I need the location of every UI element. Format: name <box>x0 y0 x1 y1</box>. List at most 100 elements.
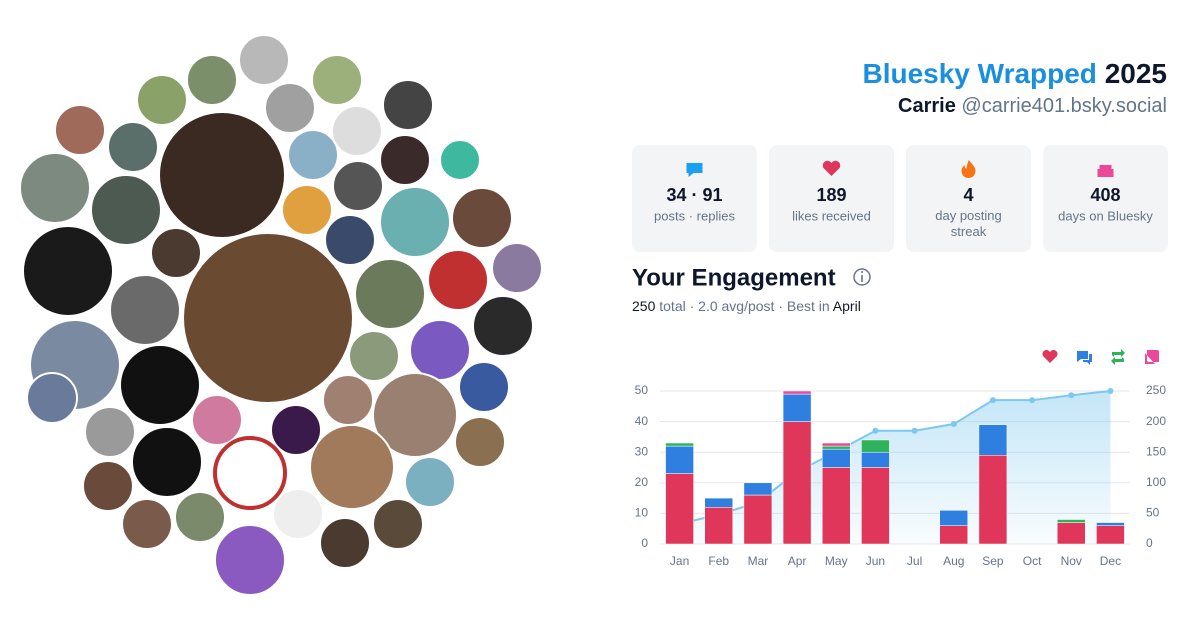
x-tick-label: Sep <box>982 554 1004 568</box>
legend-icon[interactable] <box>1145 350 1159 364</box>
bar-segment <box>665 473 694 545</box>
avatar[interactable] <box>472 295 534 357</box>
avatar[interactable] <box>404 456 456 508</box>
avatar[interactable] <box>332 160 384 212</box>
avatar[interactable] <box>427 249 489 311</box>
avatar[interactable] <box>379 134 431 186</box>
legend-icon[interactable] <box>1111 349 1125 365</box>
stat-card: 408 days on Bluesky <box>1043 145 1168 252</box>
avatar[interactable] <box>90 174 162 246</box>
avatar[interactable] <box>409 319 471 381</box>
stat-icon <box>686 163 703 177</box>
avatar[interactable] <box>213 436 287 510</box>
avatar[interactable] <box>322 374 374 426</box>
avatar[interactable] <box>174 491 226 543</box>
avatar[interactable] <box>348 330 400 382</box>
avatar[interactable] <box>324 214 376 266</box>
avatar[interactable] <box>109 274 181 346</box>
stat-value: 4 <box>963 185 973 205</box>
stat-value: 189 <box>816 185 846 205</box>
bar-segment <box>782 393 812 422</box>
avatar[interactable] <box>150 227 202 279</box>
avatar[interactable] <box>311 54 363 106</box>
y-tick-label: 20 <box>635 475 649 489</box>
avatar[interactable] <box>287 129 339 181</box>
avatar[interactable] <box>451 187 513 249</box>
avatar[interactable] <box>158 111 286 239</box>
bar-segment <box>978 455 1008 545</box>
avatar[interactable] <box>264 82 316 134</box>
cumulative-point <box>1068 392 1075 399</box>
stat-value: 34 · 91 <box>666 185 722 205</box>
avatar[interactable] <box>372 498 424 550</box>
avatar[interactable] <box>458 361 510 413</box>
avatar[interactable] <box>131 426 203 498</box>
stat-icon <box>961 160 976 178</box>
y2-tick-label: 100 <box>1146 475 1166 489</box>
cumulative-point <box>872 427 879 434</box>
avatar[interactable] <box>331 105 383 157</box>
avatar[interactable] <box>82 460 134 512</box>
bar-segment <box>782 390 812 395</box>
avatar[interactable] <box>121 498 173 550</box>
bar-segment <box>861 439 890 453</box>
y2-tick-label: 250 <box>1146 383 1166 397</box>
card-bg <box>769 145 894 252</box>
title: Bluesky Wrapped 2025 <box>862 58 1167 89</box>
avatar[interactable] <box>84 406 136 458</box>
y-tick-label: 10 <box>635 506 649 520</box>
bar-segment <box>665 442 694 447</box>
x-tick-label: Aug <box>943 554 964 568</box>
avatar[interactable] <box>136 74 188 126</box>
avatar[interactable] <box>182 232 354 404</box>
bar-segment <box>861 451 890 468</box>
stat-label: days on Bluesky <box>1058 208 1153 223</box>
avatar[interactable] <box>107 121 159 173</box>
bar-segment <box>743 494 773 545</box>
bar-segment <box>939 510 968 526</box>
avatar[interactable] <box>491 242 543 294</box>
avatar[interactable] <box>238 34 290 86</box>
avatar[interactable] <box>119 344 201 426</box>
avatar[interactable] <box>54 104 106 156</box>
avatar[interactable] <box>214 524 286 596</box>
avatar[interactable] <box>354 258 426 330</box>
avatar[interactable] <box>309 424 395 510</box>
avatar[interactable] <box>270 404 322 456</box>
cumulative-point <box>911 427 918 434</box>
avatar[interactable] <box>281 184 333 236</box>
legend-icon[interactable] <box>1042 349 1058 363</box>
avatar[interactable] <box>379 186 451 258</box>
bar-segment <box>822 448 851 468</box>
info-icon[interactable] <box>853 268 871 286</box>
avatar[interactable] <box>26 372 78 424</box>
user-name: Carrie <box>898 95 956 117</box>
bar-segment <box>704 497 733 508</box>
bar-segment <box>1057 522 1086 545</box>
avatar[interactable] <box>372 372 458 458</box>
avatar[interactable] <box>186 54 238 106</box>
x-tick-label: Feb <box>708 554 729 568</box>
legend-icon[interactable] <box>1077 351 1092 365</box>
x-tick-label: Jul <box>907 554 922 568</box>
cumulative-point <box>1029 397 1036 404</box>
card-bg <box>906 145 1031 252</box>
avatar[interactable] <box>19 152 91 224</box>
y2-tick-label: 50 <box>1146 506 1160 520</box>
stat-icon <box>1097 161 1114 177</box>
avatar[interactable] <box>382 79 434 131</box>
avatar[interactable] <box>22 225 114 317</box>
user-handle: @carrie401.bsky.social <box>961 95 1167 117</box>
avatar[interactable] <box>272 488 324 540</box>
cumulative-point <box>950 421 957 428</box>
card-bg <box>632 145 757 252</box>
engagement-summary: 250 total · 2.0 avg/post · Best in April <box>632 298 861 314</box>
avatar[interactable] <box>439 139 481 181</box>
x-tick-label: Mar <box>748 554 769 568</box>
avatar[interactable] <box>191 394 243 446</box>
y-tick-label: 0 <box>641 536 648 550</box>
avatar[interactable] <box>454 416 506 468</box>
avatar[interactable] <box>319 517 371 569</box>
